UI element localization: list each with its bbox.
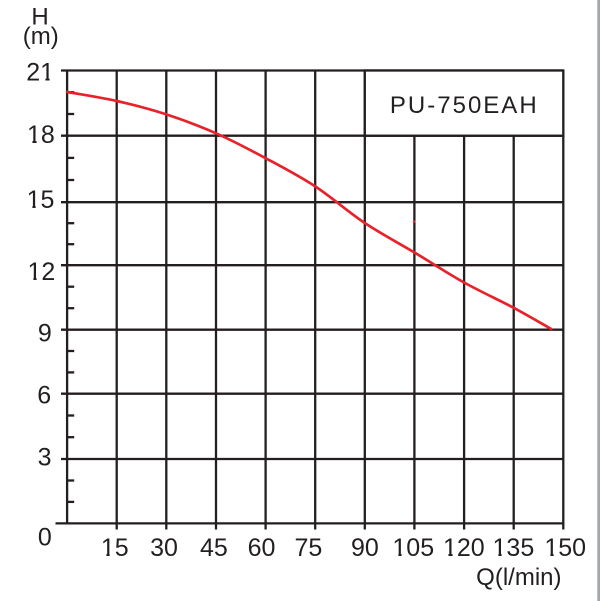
svg-text:135: 135 (493, 534, 535, 562)
svg-text:21: 21 (26, 59, 54, 87)
svg-text:6: 6 (37, 381, 51, 409)
svg-text:18: 18 (27, 121, 55, 149)
svg-text:60: 60 (248, 534, 276, 562)
svg-text:30: 30 (150, 534, 178, 562)
svg-text:(m): (m) (23, 23, 59, 50)
svg-text:15: 15 (101, 534, 129, 562)
svg-text:Q(l/min): Q(l/min) (476, 564, 561, 591)
svg-text:150: 150 (544, 534, 586, 562)
svg-text:H: H (31, 4, 48, 31)
svg-text:90: 90 (351, 534, 379, 562)
svg-text:PU-750EAH: PU-750EAH (390, 92, 539, 119)
svg-text:75: 75 (294, 534, 322, 562)
svg-text:15: 15 (27, 186, 55, 214)
svg-text:0: 0 (38, 524, 52, 552)
svg-text:120: 120 (443, 534, 485, 562)
svg-text:105: 105 (392, 534, 434, 562)
svg-text:3: 3 (38, 444, 52, 472)
svg-text:9: 9 (38, 319, 52, 347)
svg-text:12: 12 (27, 258, 55, 286)
svg-text:45: 45 (200, 534, 228, 562)
